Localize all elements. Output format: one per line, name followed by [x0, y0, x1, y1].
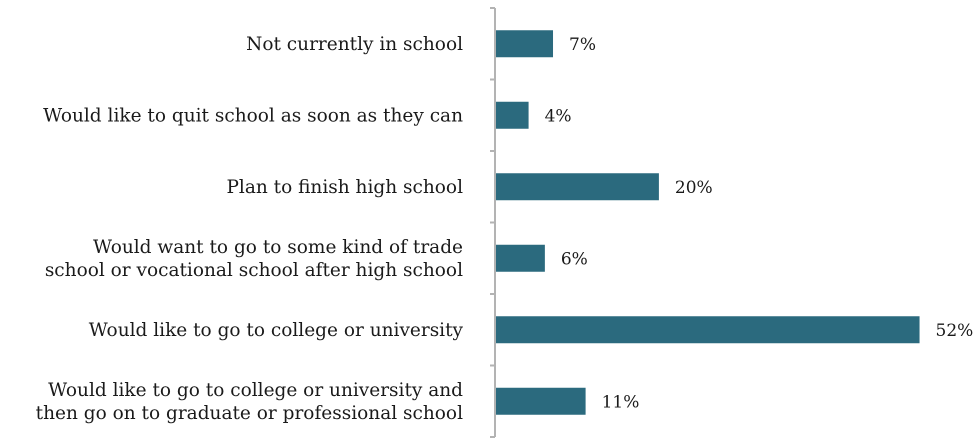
value-labels: 7% 4% 20% 6% 52% 11%	[545, 35, 974, 413]
value-label: 20%	[675, 178, 713, 198]
bar	[496, 244, 545, 272]
category-label: Would like to go to college or universit…	[36, 380, 464, 424]
bars-group	[496, 30, 920, 415]
bar	[496, 173, 659, 201]
category-label: Plan to finish high school	[226, 177, 463, 198]
value-label: 52%	[936, 321, 974, 341]
bar	[496, 316, 920, 344]
bar	[496, 101, 529, 129]
category-axis	[490, 7, 496, 438]
value-label: 6%	[561, 249, 588, 269]
category-label: Would like to go to college or universit…	[89, 320, 464, 341]
value-label: 11%	[602, 392, 640, 412]
value-label: 4%	[545, 106, 572, 126]
bar	[496, 387, 586, 415]
category-label: Would want to go to some kind of trade sc…	[45, 237, 463, 281]
category-labels: Not currently in school Would like to qui…	[36, 34, 464, 424]
category-label: Would like to quit school as soon as the…	[43, 105, 463, 126]
value-label: 7%	[569, 35, 596, 55]
bar	[496, 30, 554, 58]
category-label: Not currently in school	[246, 34, 463, 55]
